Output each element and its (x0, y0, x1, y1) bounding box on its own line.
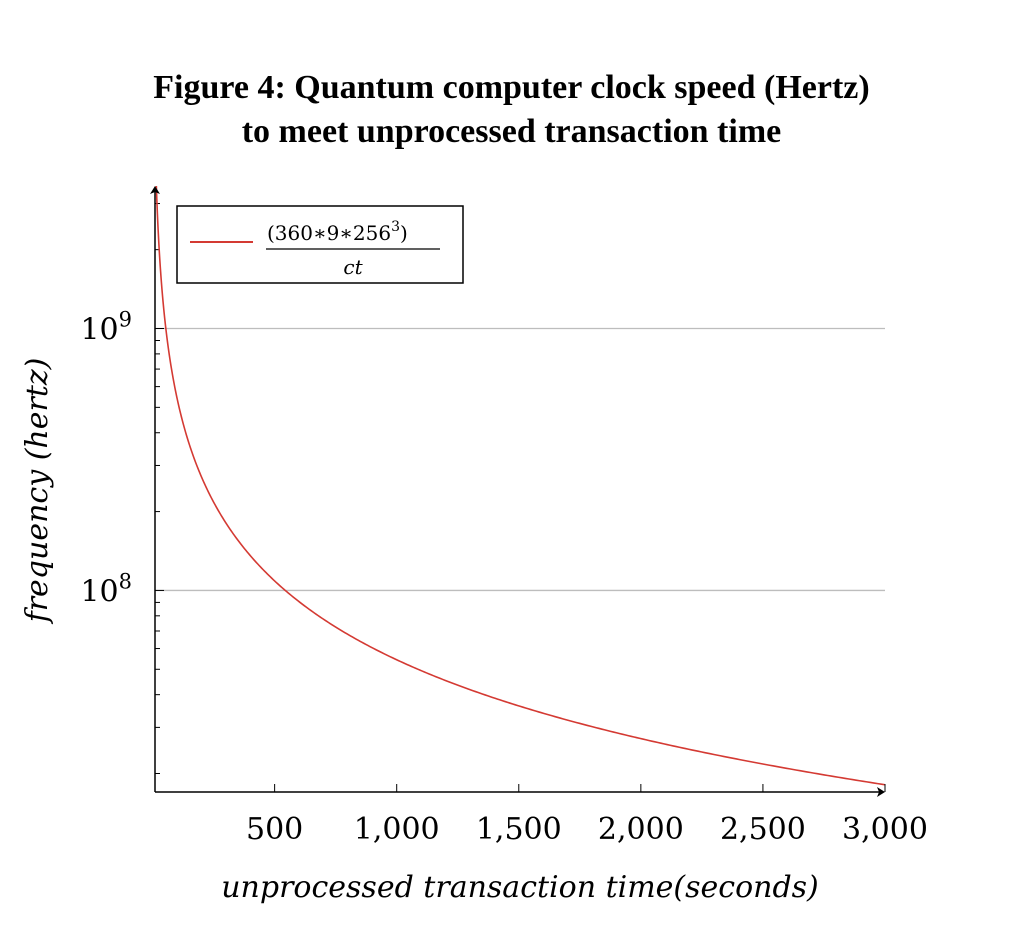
y-tick-label-0: 108 (80, 569, 132, 609)
y-tick-label-1: 109 (80, 308, 132, 348)
x-tick-label-2: 1,500 (476, 812, 562, 847)
y-tick-labels: 108 109 (80, 308, 132, 610)
axes (150, 186, 886, 797)
figure-title-line-2: to meet unprocessed transaction time (241, 113, 782, 150)
legend-box (176, 205, 464, 284)
y-axis-arrowhead (150, 186, 160, 194)
legend-denominator: ct (343, 255, 363, 279)
x-tick-label-5: 3,000 (842, 812, 928, 847)
legend: (360∗9∗2563) ct (176, 205, 464, 284)
x-tick-label-0: 500 (246, 812, 303, 847)
x-tick-label-3: 2,000 (598, 812, 684, 847)
x-axis-arrowhead (877, 787, 885, 797)
grid-lines (155, 327, 885, 592)
figure-title: Figure 4: Quantum computer clock speed (… (0, 66, 1023, 154)
x-tick-labels: 500 1,000 1,500 2,000 2,500 3,000 (246, 812, 928, 847)
legend-numerator: (360∗9∗2563) (267, 219, 408, 245)
legend-exponent: 3 (391, 219, 400, 235)
y-axis-label: frequency (hertz) (20, 358, 55, 625)
y-minor-ticks (155, 203, 164, 775)
x-tick-label-1: 1,000 (354, 812, 440, 847)
figure-title-line-1: Figure 4: Quantum computer clock speed (… (153, 69, 870, 106)
x-tick-label-4: 2,500 (720, 812, 806, 847)
x-axis-label: unprocessed transaction time(seconds) (221, 870, 819, 905)
series-line-0 (155, 186, 886, 786)
series-layer (155, 186, 886, 786)
